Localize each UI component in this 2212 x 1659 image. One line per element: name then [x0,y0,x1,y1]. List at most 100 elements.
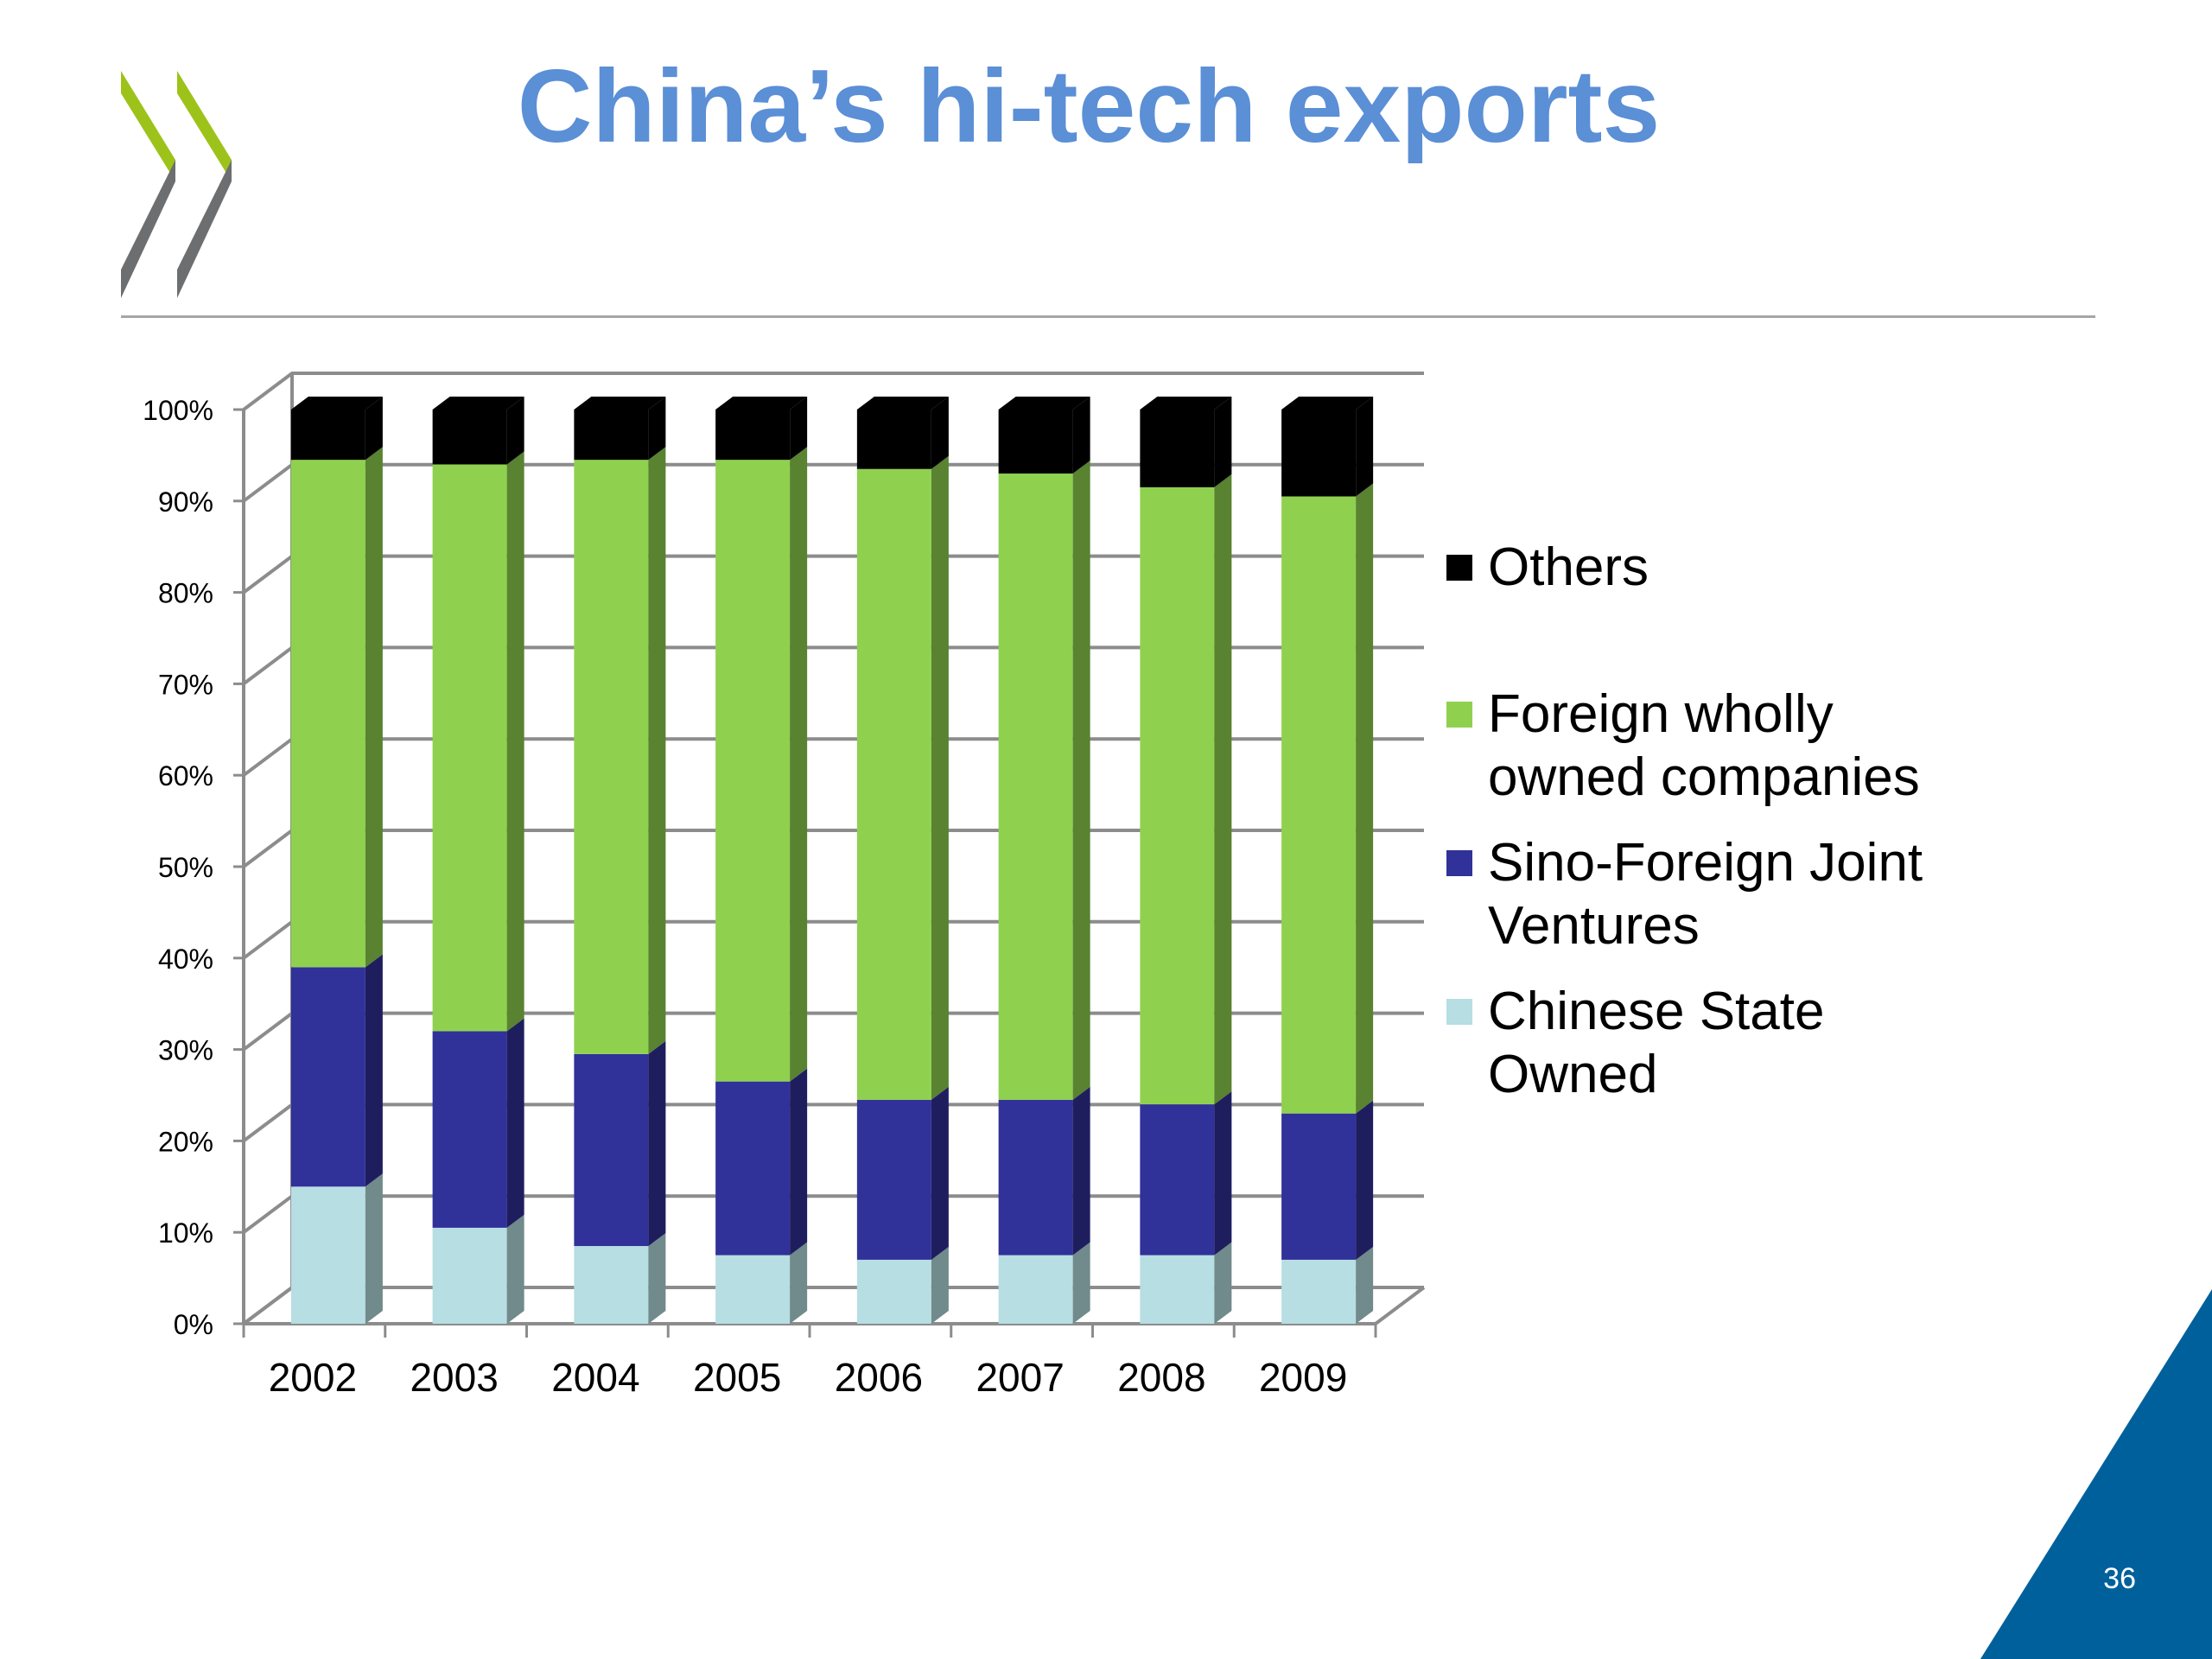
bar-segment [1281,1259,1357,1324]
bar-segment-top [574,397,666,410]
x-tick-label: 2005 [693,1355,781,1400]
logo-grey-chevron-2 [177,160,232,298]
y-tick-label: 100% [143,395,213,426]
oecd-logo [121,71,232,298]
bar-segment [856,1259,931,1324]
x-tick-label: 2008 [1117,1355,1205,1400]
bar-segment-side [931,1086,949,1260]
bar-segment-side [365,1173,383,1324]
bar-segment [998,1255,1073,1324]
y-tick-label: 30% [158,1035,213,1066]
bar-segment [290,1186,365,1324]
bar-segment [715,410,791,461]
bar-segment-side [506,1214,524,1324]
bar-segment-side [931,455,949,1100]
x-tick-label: 2004 [551,1355,639,1400]
bar-segment-side [790,447,808,1082]
bar-segment-side [506,451,524,1032]
y-tick-label: 90% [158,486,213,518]
y-tick-label: 10% [158,1217,213,1249]
x-tick-label: 2003 [410,1355,498,1400]
bar-segment [998,1099,1073,1255]
bar-segment [290,967,365,1187]
legend-label: Sino-Foreign Joint Ventures [1488,833,1923,956]
bar-segment-side [1072,1242,1090,1324]
bar-segment [290,460,365,968]
bar-segment-top [432,397,524,410]
legend-label: Others [1488,537,1649,597]
bar-segment [290,410,365,461]
bar-segment-side [790,1068,808,1255]
legend-swatch [1446,555,1472,581]
bar-segment-side [1072,461,1090,1100]
bar-segment [1140,1104,1215,1255]
legend-label: Foreign wholly owned companies [1488,684,1920,807]
bar-segment [432,410,507,465]
logo-green-chevron-1 [121,71,175,181]
bar-segment-side [790,397,808,461]
corner-triangle [1980,1289,2212,1659]
bar-segment [1140,410,1215,487]
bar-segment [715,1081,791,1255]
bar-segment-side [648,397,666,461]
bar-segment [1140,486,1215,1105]
y-tick-label: 80% [158,578,213,609]
x-tick-label: 2009 [1259,1355,1347,1400]
x-tick-label: 2007 [976,1355,1064,1400]
bar-segment-side [1072,1086,1090,1255]
bar-segment [1140,1255,1215,1324]
bar-segment-side [1356,1246,1374,1324]
title-divider [121,315,2095,318]
page-number: 36 [2103,1562,2136,1595]
bar-segment-top [715,397,808,410]
x-tick-label: 2006 [835,1355,923,1400]
y-tick-label: 50% [158,852,213,883]
bar-segment [715,1255,791,1324]
bar-segment-side [1356,483,1374,1114]
bar-segment [856,1099,931,1260]
bar-segment-top [856,397,949,410]
bar-segment-top [290,397,383,410]
floor-right-edge [1374,1286,1426,1325]
y-tick-label: 20% [158,1126,213,1157]
bar-segment-top [998,397,1090,410]
bar-segment-side [931,1246,949,1324]
bar-segment [856,410,931,469]
slide-title: China’s hi-tech exports [517,48,1661,164]
bar-segment [432,1031,507,1228]
bar-segment [574,1246,649,1324]
bar-segment-top [1281,397,1374,410]
bar-segment-side [931,397,949,469]
bar-segment-side [506,1018,524,1228]
bar-segment [1281,410,1357,497]
gridline [242,372,1424,411]
y-tick-label: 40% [158,944,213,975]
bar-segment [432,1227,507,1324]
bar-segment [574,410,649,461]
bar-segment-side [1356,1100,1374,1260]
legend-swatch [1446,850,1472,876]
logo-green-chevron-2 [177,71,232,181]
bar-segment [1281,496,1357,1114]
bar-segment [715,460,791,1082]
y-tick-label: 70% [158,669,213,700]
bar-segment-side [1214,397,1232,487]
legend-swatch [1446,702,1472,728]
bar-segment-side [365,954,383,1187]
bar-segment-side [648,1040,666,1247]
x-tick-label: 2002 [269,1355,357,1400]
y-tick-label: 60% [158,760,213,791]
bar-segment [1281,1113,1357,1260]
bar-segment [856,468,931,1100]
bar-segment [432,464,507,1032]
bar-segment-side [1214,474,1232,1105]
bar-segment-side [365,447,383,968]
bar-segment-side [648,447,666,1054]
bar-segment-side [1356,397,1374,497]
y-tick-label: 0% [174,1309,213,1340]
legend-label: Chinese State Owned [1488,982,1825,1104]
bar-segment-side [1214,1242,1232,1324]
legend-swatch [1446,999,1472,1025]
bar-segment-top [1140,397,1232,410]
